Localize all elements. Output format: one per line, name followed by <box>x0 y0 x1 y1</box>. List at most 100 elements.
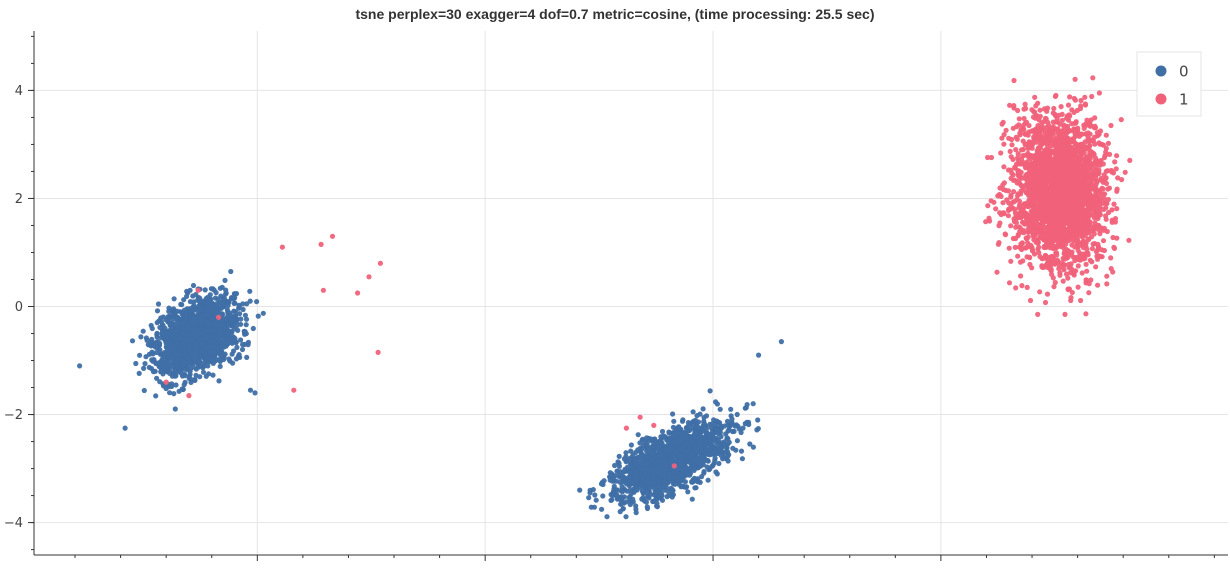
data-point <box>628 448 634 454</box>
data-point <box>995 193 1001 199</box>
data-point <box>705 477 711 483</box>
data-point <box>242 312 248 318</box>
data-point <box>1101 247 1107 254</box>
data-point <box>1092 192 1098 198</box>
data-point <box>1090 75 1096 81</box>
data-point <box>181 313 187 319</box>
data-point <box>621 494 628 500</box>
data-point <box>208 310 214 316</box>
data-point <box>255 313 261 319</box>
data-point <box>673 449 679 455</box>
data-point <box>1091 215 1098 221</box>
data-point <box>156 318 162 324</box>
data-point <box>716 460 722 467</box>
data-point <box>653 496 659 502</box>
data-point <box>213 308 219 314</box>
data-point <box>632 457 638 464</box>
data-point <box>213 346 219 352</box>
data-point <box>260 310 266 316</box>
data-point <box>678 484 684 490</box>
data-point <box>1029 265 1035 271</box>
data-point <box>620 506 626 512</box>
data-point <box>247 288 253 294</box>
data-point <box>646 495 652 501</box>
data-point <box>186 375 192 381</box>
data-point <box>701 419 707 425</box>
data-point <box>146 351 152 357</box>
data-point <box>1015 253 1021 259</box>
data-point <box>700 448 706 454</box>
data-point <box>656 441 662 447</box>
data-point <box>592 492 598 498</box>
data-point <box>230 318 237 324</box>
data-point <box>686 443 692 449</box>
data-point <box>1014 136 1020 142</box>
data-point <box>669 486 675 492</box>
data-point <box>140 328 146 334</box>
data-point <box>166 351 172 357</box>
data-point <box>1057 121 1063 127</box>
data-point <box>1013 147 1019 153</box>
data-point <box>1044 291 1051 297</box>
data-point <box>167 390 173 396</box>
data-point <box>1051 284 1057 290</box>
data-point <box>1067 94 1073 100</box>
data-point <box>1005 167 1012 173</box>
data-point <box>1001 164 1007 170</box>
data-point <box>624 488 630 494</box>
data-point <box>700 435 707 441</box>
data-point <box>635 478 641 484</box>
data-point <box>159 331 165 337</box>
data-point <box>199 307 205 313</box>
data-point <box>1069 289 1075 296</box>
data-point <box>205 327 211 333</box>
data-point <box>193 372 199 378</box>
data-point <box>694 477 700 483</box>
data-point <box>591 504 598 510</box>
data-point <box>667 478 673 484</box>
data-point <box>173 313 179 319</box>
data-point <box>627 470 633 476</box>
data-point <box>614 468 620 474</box>
data-point <box>1053 198 1059 204</box>
data-point <box>1072 131 1078 137</box>
data-point <box>633 506 639 512</box>
data-point <box>166 362 172 368</box>
data-point <box>1078 97 1084 104</box>
data-point <box>663 474 669 480</box>
data-point <box>649 438 655 444</box>
data-point <box>1065 102 1072 108</box>
data-point <box>238 321 244 327</box>
data-point <box>232 291 238 297</box>
data-point <box>644 443 651 449</box>
data-point <box>211 357 217 363</box>
data-point <box>1110 269 1116 275</box>
data-point <box>628 442 635 448</box>
data-point <box>1089 93 1095 100</box>
data-point <box>744 419 750 425</box>
data-point <box>747 441 753 447</box>
data-point <box>677 439 683 445</box>
data-point <box>660 433 666 440</box>
data-point <box>1004 197 1010 203</box>
data-point <box>173 382 179 388</box>
data-point <box>717 440 723 446</box>
data-point <box>182 373 188 379</box>
data-point <box>194 319 200 325</box>
data-point <box>1082 102 1089 108</box>
data-point <box>207 306 213 312</box>
data-point <box>724 435 730 441</box>
data-point <box>1036 117 1042 123</box>
data-point <box>1110 234 1116 241</box>
data-point <box>1008 223 1014 229</box>
data-point <box>1095 256 1101 262</box>
data-point <box>644 454 650 460</box>
data-point <box>755 417 761 423</box>
data-point <box>1032 94 1038 100</box>
data-point <box>656 479 662 485</box>
data-point <box>171 391 177 397</box>
data-point <box>740 425 746 431</box>
data-point <box>166 315 172 321</box>
data-point <box>154 308 161 314</box>
data-point <box>138 334 144 340</box>
